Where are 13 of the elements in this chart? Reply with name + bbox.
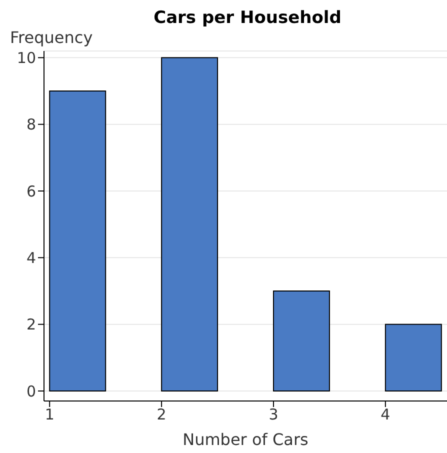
x-tick-label: 2: [156, 406, 166, 424]
y-tick-label: 2: [26, 316, 36, 334]
x-tick-label: 4: [380, 406, 390, 424]
y-tick-label: 0: [26, 382, 36, 400]
x-tick-label: 1: [44, 406, 54, 424]
x-tick-label: 3: [268, 406, 278, 424]
y-tick-label: 6: [26, 182, 36, 200]
x-axis-title: Number of Cars: [182, 430, 308, 449]
y-tick-label: 8: [26, 116, 36, 134]
y-tick-label: 10: [16, 48, 36, 67]
y-tick-label: 4: [26, 248, 36, 267]
y-axis-title: Frequency: [10, 28, 94, 47]
chart-title: Cars per Household: [152, 8, 342, 28]
